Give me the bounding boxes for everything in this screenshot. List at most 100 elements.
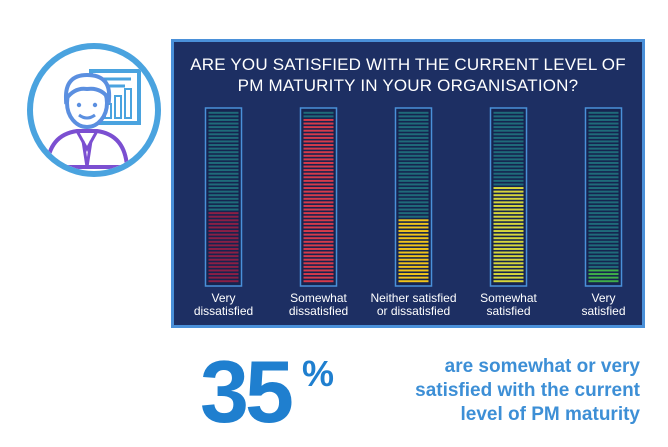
bar-segment: [303, 118, 334, 121]
bar-segment: [208, 147, 239, 150]
bar-chart: [204, 107, 623, 287]
bar-segment: [208, 208, 239, 211]
bar-segment: [398, 154, 429, 157]
bar-segment: [303, 165, 334, 168]
bar-2: [394, 107, 433, 287]
bar-segment: [493, 140, 524, 143]
stat-line-3: level of PM maturity: [460, 404, 641, 425]
bar-segment: [588, 126, 619, 129]
bar-segment: [208, 255, 239, 258]
bar-segment: [398, 269, 429, 272]
bar-segment: [208, 280, 239, 283]
bar-segment: [208, 215, 239, 218]
bar-segment: [398, 201, 429, 204]
bar-segment: [208, 273, 239, 276]
bar-segment: [208, 237, 239, 240]
bar-segment: [398, 144, 429, 147]
bar-segment: [493, 111, 524, 114]
bar-segment: [208, 258, 239, 261]
bar-segment: [398, 176, 429, 179]
bar-0: [204, 107, 243, 287]
bar-segment: [303, 154, 334, 157]
bar-segment: [398, 115, 429, 118]
bar-segment: [398, 133, 429, 136]
bar-segment: [588, 187, 619, 190]
bar-segment: [588, 190, 619, 193]
bar-segment: [208, 190, 239, 193]
bar-segment: [303, 158, 334, 161]
bar-segment: [398, 122, 429, 125]
bar-segment: [493, 176, 524, 179]
bar-segment: [493, 251, 524, 254]
bar-segment: [303, 244, 334, 247]
bar-segment: [398, 136, 429, 139]
bar-segment: [493, 151, 524, 154]
bar-segment: [303, 169, 334, 172]
bar-segment: [588, 247, 619, 250]
bar-segment: [303, 122, 334, 125]
bar-segment: [303, 273, 334, 276]
bar-segment: [208, 251, 239, 254]
bar-segment: [493, 247, 524, 250]
bar-segment: [588, 265, 619, 268]
bar-segment: [493, 219, 524, 222]
bar-segment: [303, 258, 334, 261]
bar-segment: [398, 262, 429, 265]
bar-segment: [208, 115, 239, 118]
bar-segment: [588, 158, 619, 161]
bar-segment: [303, 190, 334, 193]
bar-segment: [493, 133, 524, 136]
bar-segment: [493, 115, 524, 118]
bar-segment: [303, 129, 334, 132]
bar-segment: [588, 111, 619, 114]
category-label-3: Somewhat satisfied: [480, 291, 537, 318]
bar-segment: [588, 222, 619, 225]
bar-segment: [493, 226, 524, 229]
bar-segment: [208, 197, 239, 200]
bar-segment: [493, 237, 524, 240]
bar-segment: [493, 169, 524, 172]
bar-segment: [588, 197, 619, 200]
bar-segment: [588, 133, 619, 136]
bar-segment: [208, 154, 239, 157]
bar-segment: [303, 115, 334, 118]
bar-segment: [493, 230, 524, 233]
bar-segment: [588, 255, 619, 258]
bar-segment: [588, 276, 619, 279]
bar-segment: [588, 115, 619, 118]
bar-segment: [398, 183, 429, 186]
bar-segment: [588, 151, 619, 154]
bar-segment: [208, 276, 239, 279]
bar-segment: [588, 129, 619, 132]
bar-segment: [493, 136, 524, 139]
bar-segment: [398, 237, 429, 240]
bar-segment: [303, 194, 334, 197]
bar-segment: [493, 265, 524, 268]
bar-segment: [303, 136, 334, 139]
bar-segment: [588, 226, 619, 229]
bar-segment: [588, 262, 619, 265]
bar-segment: [303, 140, 334, 143]
bar-segment: [303, 233, 334, 236]
bar-segment: [208, 129, 239, 132]
bar-segment: [398, 240, 429, 243]
bar-segment: [493, 144, 524, 147]
bar-segment: [493, 262, 524, 265]
stat-line-1: are somewhat or very: [444, 356, 640, 377]
bar-segment: [398, 258, 429, 261]
bar-segment: [588, 237, 619, 240]
bar-segment: [303, 151, 334, 154]
bar-segment: [208, 144, 239, 147]
bar-segment: [588, 240, 619, 243]
bar-segment: [493, 240, 524, 243]
bar-segment: [588, 122, 619, 125]
bar-segment: [303, 111, 334, 114]
bar-segment: [208, 269, 239, 272]
bar-segment: [588, 258, 619, 261]
bar-segment: [493, 194, 524, 197]
bar-segment: [588, 154, 619, 157]
bar-segment: [208, 226, 239, 229]
bar-segment: [398, 212, 429, 215]
bar-segment: [398, 251, 429, 254]
bar-segment: [398, 226, 429, 229]
